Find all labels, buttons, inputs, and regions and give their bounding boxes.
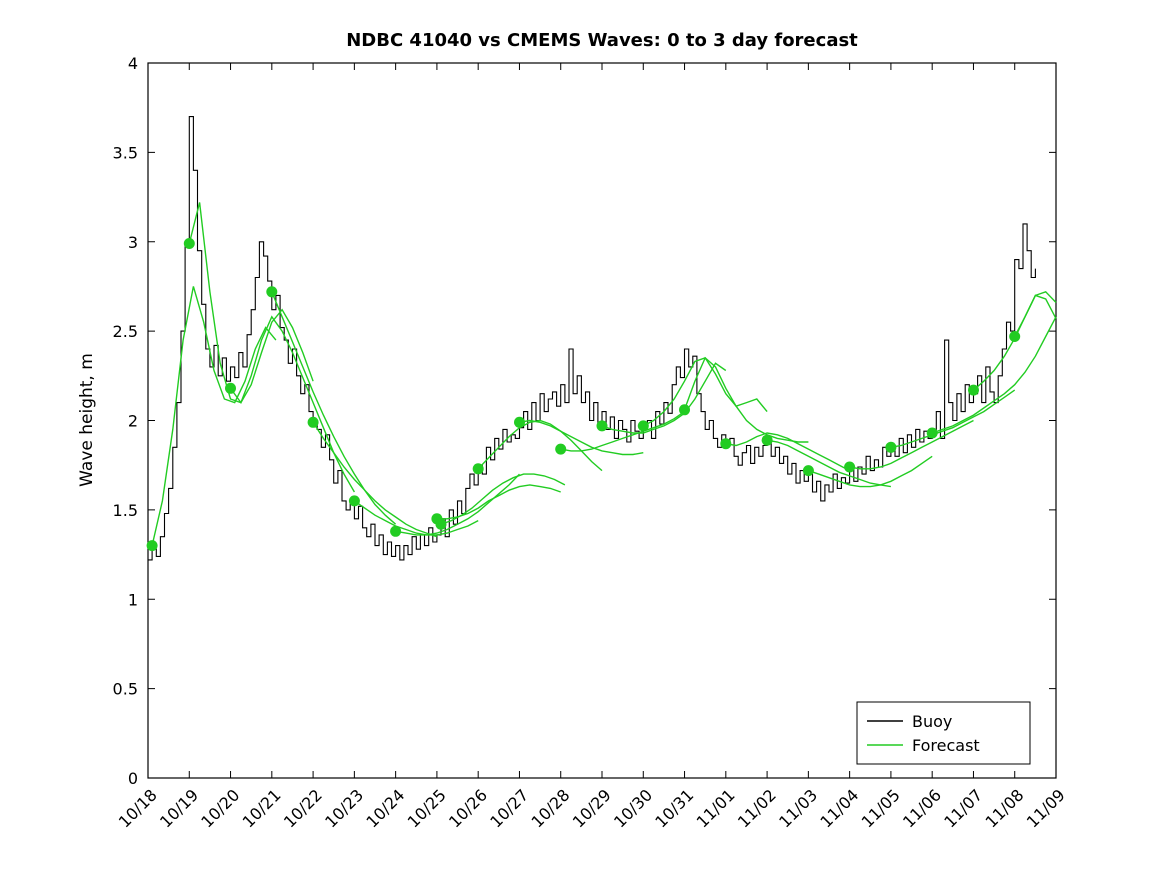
forecast-line xyxy=(1014,294,1057,337)
forecast-lines xyxy=(151,202,1057,546)
y-tick-label: 1 xyxy=(128,590,138,609)
x-tick-label: 10/23 xyxy=(321,785,367,831)
forecast-line xyxy=(766,439,892,488)
x-tick-label: 11/02 xyxy=(734,785,780,831)
forecast-start-marker xyxy=(307,416,319,428)
x-tick-label: 10/28 xyxy=(528,785,574,831)
forecast-start-marker xyxy=(637,420,649,432)
forecast-start-marker xyxy=(1009,331,1021,342)
forecast-line xyxy=(890,389,1016,448)
plot-area: 10/1810/1910/2010/2110/2210/2310/2410/25… xyxy=(113,54,1069,831)
forecast-line xyxy=(440,473,566,525)
forecast-line xyxy=(808,455,933,488)
y-tick-label: 1.5 xyxy=(113,501,138,520)
forecast-line xyxy=(560,411,685,452)
forecast-start-marker xyxy=(348,495,360,507)
forecast-start-marker xyxy=(266,286,278,298)
forecast-start-marker xyxy=(844,461,856,473)
forecast-start-marker xyxy=(679,404,690,416)
y-axis-label: Wave height, m xyxy=(77,353,97,487)
legend: Buoy Forecast xyxy=(856,701,1031,765)
chart-title: NDBC 41040 vs CMEMS Waves: 0 to 3 day fo… xyxy=(346,30,858,51)
x-tick-label: 10/22 xyxy=(280,785,326,831)
x-tick-label: 11/03 xyxy=(775,785,821,831)
legend-label: Buoy xyxy=(912,712,952,731)
buoy-line xyxy=(148,116,1036,561)
forecast-start-marker xyxy=(390,525,402,537)
forecast-line xyxy=(353,500,479,536)
forecast-start-marker xyxy=(472,463,484,475)
forecast-line xyxy=(436,484,561,520)
forecast-line xyxy=(312,421,438,538)
x-tick-label: 10/18 xyxy=(115,785,161,831)
x-tick-label: 11/06 xyxy=(899,785,945,831)
y-tick-label: 0 xyxy=(128,769,138,788)
forecast-start-marker xyxy=(225,382,236,394)
forecast-line xyxy=(601,362,727,434)
legend-box xyxy=(856,701,1031,765)
forecast-line xyxy=(188,202,314,404)
x-tick-label: 10/26 xyxy=(445,785,491,831)
forecast-start-marker xyxy=(435,518,447,530)
x-tick-label: 11/07 xyxy=(940,785,986,831)
y-tick-label: 0.5 xyxy=(113,680,138,699)
forecast-start-marker xyxy=(146,540,158,552)
x-tick-label: 10/29 xyxy=(569,785,615,831)
x-tick-label: 11/09 xyxy=(1023,785,1069,831)
y-tick-label: 2 xyxy=(128,412,138,431)
legend-label: Forecast xyxy=(912,736,980,755)
forecast-line xyxy=(683,356,809,443)
y-axis: 0 0.5 1 1.5 2 2.5 3 3.5 4 xyxy=(113,54,1056,788)
forecast-start-marker xyxy=(183,238,195,249)
x-tick-label: 10/27 xyxy=(486,785,532,831)
x-tick-label: 11/05 xyxy=(858,785,904,831)
forecast-start-marker xyxy=(761,434,773,446)
forecast-start-marker xyxy=(968,384,979,396)
forecast-start-marker xyxy=(514,416,525,428)
x-tick-label: 10/30 xyxy=(610,785,656,831)
forecast-line xyxy=(849,419,974,470)
y-tick-label: 2.5 xyxy=(113,322,138,341)
forecast-start-marker xyxy=(596,420,608,432)
forecast-line xyxy=(519,419,644,456)
x-tick-label: 11/08 xyxy=(982,785,1028,831)
forecast-markers xyxy=(146,238,1021,552)
forecast-line xyxy=(271,291,397,525)
forecast-line xyxy=(477,419,603,472)
x-tick-label: 10/20 xyxy=(197,785,243,831)
forecast-start-marker xyxy=(885,441,897,453)
y-tick-label: 4 xyxy=(128,54,138,73)
forecast-start-marker xyxy=(720,438,732,450)
forecast-line xyxy=(151,286,277,546)
forecast-start-marker xyxy=(802,465,814,477)
x-tick-label: 10/31 xyxy=(651,785,697,831)
x-tick-label: 10/25 xyxy=(404,785,450,831)
forecast-start-marker xyxy=(926,427,938,439)
y-tick-label: 3 xyxy=(128,233,138,252)
x-tick-label: 11/04 xyxy=(816,785,862,831)
forecast-line xyxy=(725,432,850,472)
x-tick-label: 10/21 xyxy=(239,785,285,831)
forecast-line xyxy=(395,473,521,536)
x-tick-label: 10/19 xyxy=(156,785,202,831)
forecast-line xyxy=(931,316,1057,434)
x-tick-label: 11/01 xyxy=(693,785,739,831)
forecast-start-marker xyxy=(555,443,567,455)
x-tick-label: 10/24 xyxy=(362,785,408,831)
y-tick-label: 3.5 xyxy=(113,143,138,162)
